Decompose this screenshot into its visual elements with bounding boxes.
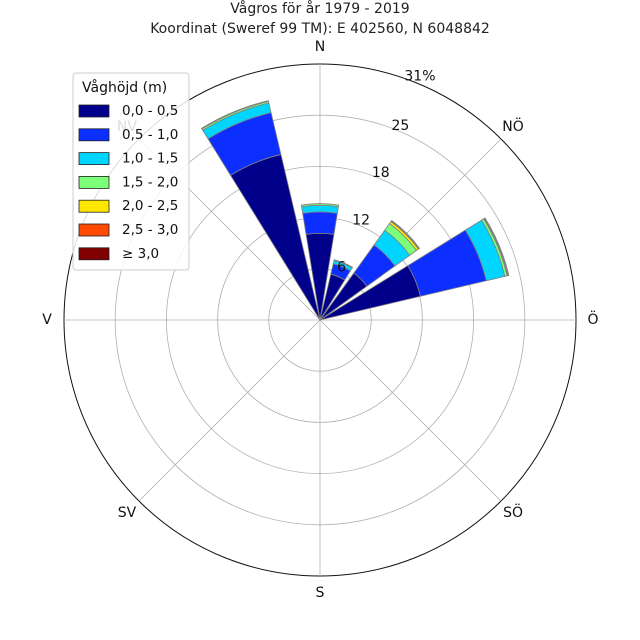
legend-swatch <box>78 128 110 142</box>
legend-label: 1,5 - 2,0 <box>122 174 178 190</box>
legend-label: 2,0 - 2,5 <box>122 198 178 214</box>
direction-label: V <box>42 312 52 328</box>
polar-grid <box>63 63 577 577</box>
legend-swatch <box>78 175 110 189</box>
radial-tick-label: 6 <box>337 260 346 276</box>
radial-tick-label: 31% <box>404 68 435 84</box>
legend-label: 2,5 - 3,0 <box>122 222 178 238</box>
legend-box <box>72 72 190 271</box>
chart-subtitle: Koordinat (Sweref 99 TM): E 402560, N 60… <box>150 21 490 37</box>
rose-bar-n-bin-1 <box>302 211 338 235</box>
legend-title: Våghöjd (m) <box>82 79 167 96</box>
legend-swatch <box>78 247 110 261</box>
radial-tick-label: 18 <box>372 165 390 181</box>
grid-spoke <box>319 319 502 502</box>
legend-swatch <box>78 223 110 237</box>
legend: Våghöjd (m) 0,0 - 0,5 0,5 - 1,0 1,0 - 1,5 1… <box>72 72 190 271</box>
rose-bar-nö-bin-6 <box>390 219 421 250</box>
rose-bar-nnö-bin-3 <box>333 259 354 269</box>
legend-items: 0,0 - 0,5 0,5 - 1,0 1,0 - 1,5 1,5 - 2,0 2,0 … <box>78 103 178 262</box>
direction-label: SV <box>118 505 137 521</box>
radial-tick-labels: 6 12 18 25 31% <box>337 68 435 275</box>
legend-label: 1,0 - 1,5 <box>122 151 178 167</box>
direction-label: N <box>315 39 325 55</box>
grid-spoke <box>138 319 321 502</box>
direction-label: SÖ <box>503 503 523 521</box>
legend-swatch <box>78 199 110 213</box>
direction-label: S <box>316 585 325 601</box>
legend-label: ≥ 3,0 <box>122 246 159 262</box>
legend-swatch <box>78 104 110 118</box>
direction-label: Ö <box>587 310 598 328</box>
chart-title: Vågros för år 1979 - 2019 <box>230 0 409 17</box>
rose-bar-önö-bin-6 <box>484 217 510 277</box>
radial-tick-label: 12 <box>352 212 370 228</box>
rose-bars <box>200 100 510 321</box>
legend-label: 0,5 - 1,0 <box>122 127 178 143</box>
legend-swatch <box>78 152 110 166</box>
radial-tick-label: 25 <box>391 118 409 134</box>
rose-bar-n-bin-2 <box>301 204 339 214</box>
rose-bar-nnv-bin-6 <box>200 100 269 129</box>
legend-label: 0,0 - 0,5 <box>122 103 178 119</box>
rose-bar-n-bin-3 <box>300 203 340 208</box>
direction-label: NÖ <box>502 117 524 135</box>
